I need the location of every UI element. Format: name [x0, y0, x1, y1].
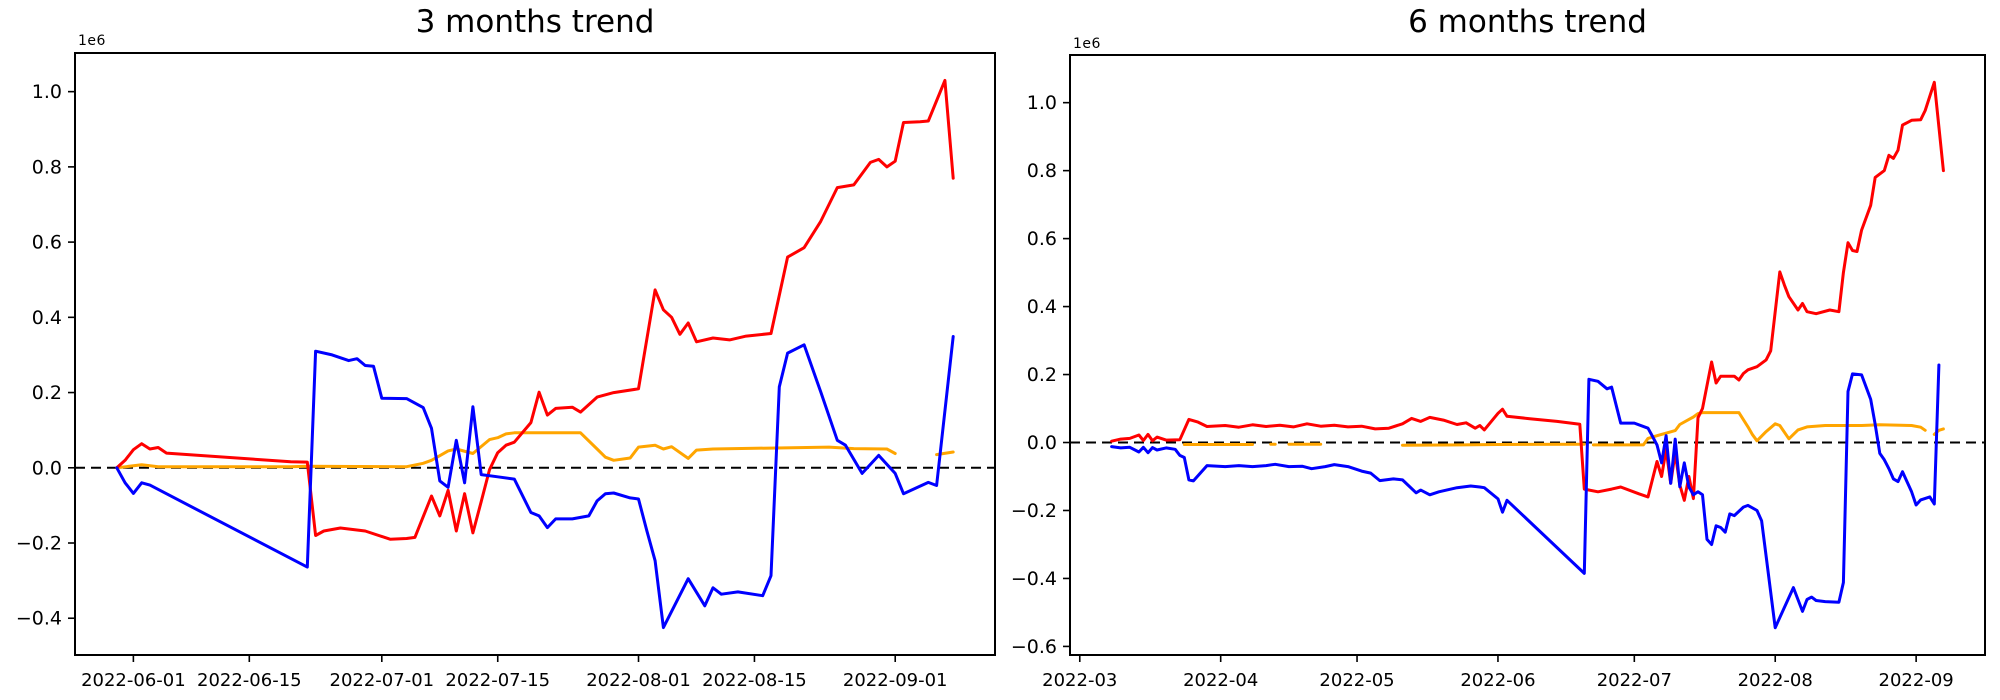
series-orange-line	[1591, 411, 1927, 447]
x-tick-label: 2022-08-01	[586, 670, 691, 691]
x-tick-label: 2022-07-15	[445, 670, 550, 691]
y-tick-label: −0.4	[1011, 568, 1057, 590]
x-tick-label: 2022-04	[1183, 670, 1258, 691]
y-tick-label: 0.2	[1027, 364, 1057, 386]
series-red-line	[1110, 80, 1945, 502]
x-tick-label: 2022-06-01	[81, 670, 186, 691]
y-tick-label: 0.2	[32, 382, 62, 404]
y-tick-label: 0.4	[1027, 296, 1057, 318]
series-blue-line	[115, 335, 955, 630]
chart-title-6-months: 6 months trend	[1408, 4, 1647, 40]
x-tick-label: 2022-09	[1879, 670, 1954, 691]
y-tick-label: 0.6	[32, 232, 62, 254]
y-tick-label: 0.8	[1027, 160, 1057, 182]
series-blue-line	[1110, 363, 1941, 630]
x-tick-label: 2022-08-15	[702, 670, 807, 691]
y-tick-label: 0.0	[32, 457, 62, 479]
y-tick-label: −0.6	[1011, 636, 1057, 658]
series-orange-line	[115, 431, 897, 470]
x-tick-label: 2022-06-15	[197, 670, 302, 691]
x-tick-label: 2022-06	[1460, 670, 1535, 691]
x-tick-label: 2022-07-01	[330, 670, 435, 691]
x-tick-label: 2022-08	[1738, 670, 1813, 691]
y-tick-label: −0.2	[1011, 500, 1057, 522]
y-tick-label: 0.0	[1027, 432, 1057, 454]
y-axis-offset-label-left: 1e6	[78, 33, 106, 49]
y-tick-label: 0.6	[1027, 228, 1057, 250]
y-axis-offset-label-right: 1e6	[1073, 36, 1101, 52]
y-tick-label: −0.2	[16, 533, 62, 555]
x-tick-label: 2022-03	[1042, 670, 1117, 691]
chart-title-3-months: 3 months trend	[415, 4, 655, 40]
series-red-line	[115, 78, 955, 541]
y-tick-label: 0.8	[32, 156, 62, 178]
series-orange-line	[1401, 442, 1586, 447]
x-tick-label: 2022-09-01	[843, 670, 948, 691]
y-tick-label: 0.4	[32, 307, 62, 329]
y-tick-label: −0.4	[16, 608, 62, 630]
y-tick-label: 1.0	[1027, 92, 1057, 114]
x-tick-label: 2022-05	[1319, 670, 1394, 691]
y-tick-label: 1.0	[32, 81, 62, 103]
axes-spines	[1069, 54, 1986, 656]
axes-spines	[74, 52, 996, 656]
x-tick-label: 2022-07	[1597, 670, 1672, 691]
